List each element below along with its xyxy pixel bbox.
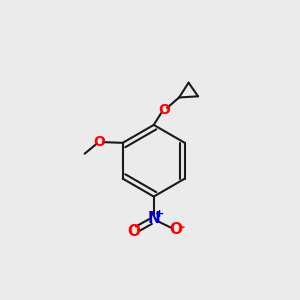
Text: O: O: [94, 135, 106, 149]
Text: -: -: [180, 221, 185, 234]
Text: N: N: [147, 211, 160, 226]
Text: O: O: [158, 103, 170, 117]
Text: +: +: [155, 209, 164, 219]
Text: O: O: [128, 224, 141, 239]
Text: O: O: [169, 222, 182, 237]
